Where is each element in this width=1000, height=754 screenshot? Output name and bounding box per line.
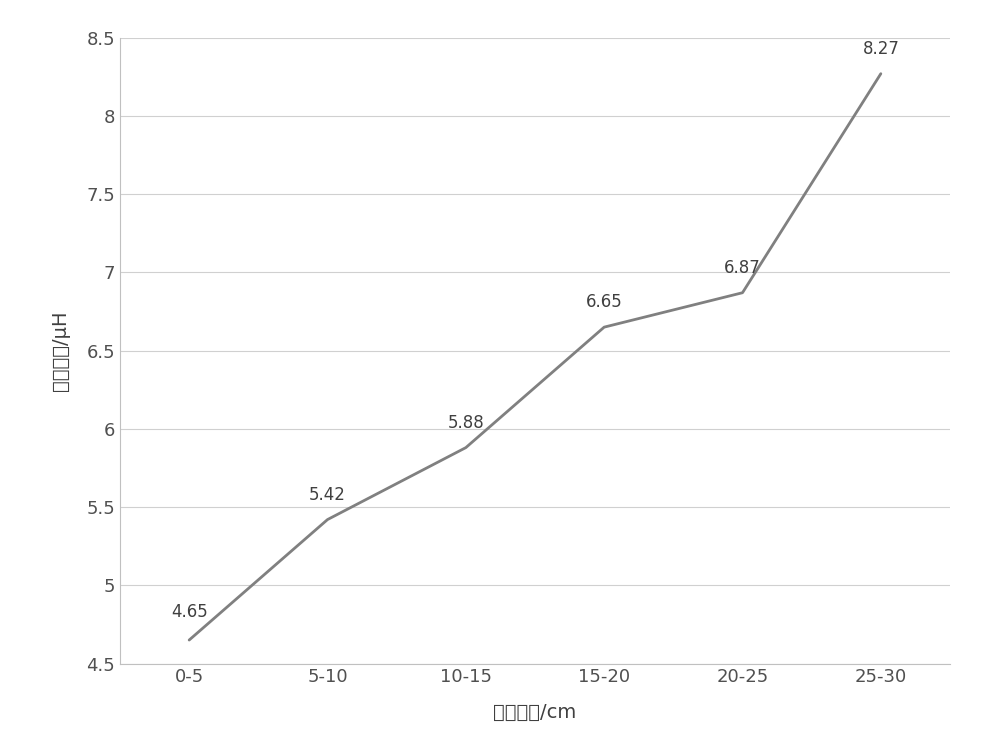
Text: 8.27: 8.27 [862, 40, 899, 58]
Text: 5.88: 5.88 [447, 414, 484, 432]
Text: 6.87: 6.87 [724, 259, 761, 277]
X-axis label: 错位距离/cm: 错位距离/cm [493, 703, 577, 722]
Text: 4.65: 4.65 [171, 603, 208, 621]
Y-axis label: 互感变化/μH: 互感变化/μH [51, 311, 70, 391]
Text: 6.65: 6.65 [586, 293, 623, 311]
Text: 5.42: 5.42 [309, 486, 346, 504]
